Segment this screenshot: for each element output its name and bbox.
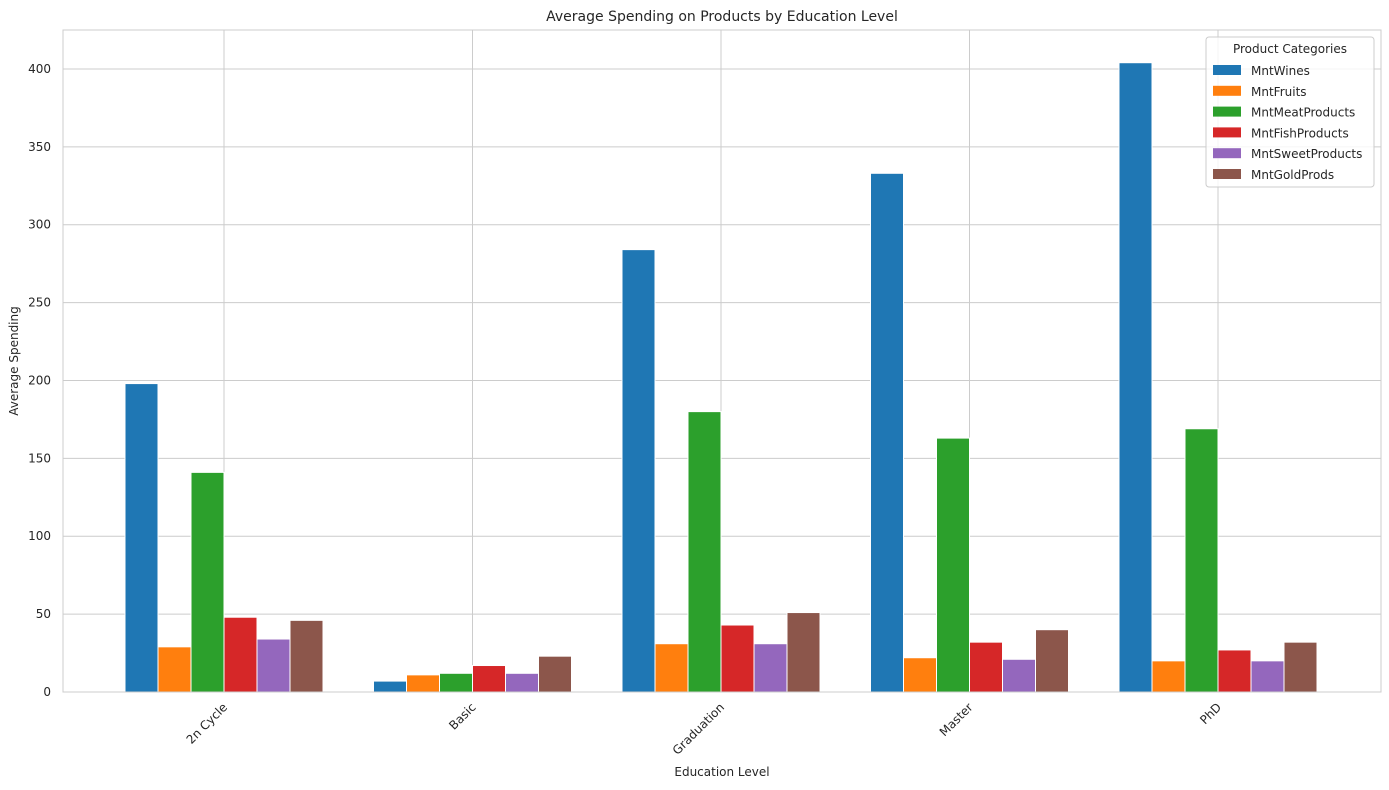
legend-label: MntFruits — [1251, 85, 1307, 99]
y-tick-label: 200 — [28, 373, 51, 387]
bar-MntFruits-Graduation — [654, 643, 689, 693]
y-tick-label: 400 — [28, 62, 51, 76]
bar-MntFruits-2n-Cycle — [157, 646, 192, 693]
bar-MntFishProducts-Basic — [472, 665, 506, 693]
legend-swatch — [1213, 65, 1241, 75]
bar-MntWines-PhD — [1118, 62, 1153, 693]
x-axis-ticks: 2n Cycle Basic Graduation Master PhD — [184, 700, 1225, 757]
legend-swatch — [1213, 148, 1241, 159]
legend-label: MntFishProducts — [1251, 126, 1349, 140]
bar-MntWines-2n-Cycle — [124, 383, 159, 693]
y-tick-label: 50 — [36, 607, 51, 621]
legend-label: MntSweetProducts — [1251, 147, 1362, 161]
bar-MntFruits-Basic — [406, 674, 440, 693]
y-axis-label: Average Spending — [7, 306, 21, 416]
x-tick-label: PhD — [1197, 700, 1224, 727]
y-axis-ticks: 0 50 100 150 200 250 300 350 400 — [28, 62, 51, 699]
plot-area — [63, 30, 1381, 692]
bar-MntGoldProds-PhD — [1283, 641, 1318, 693]
y-tick-label: 150 — [28, 451, 51, 465]
y-tick-label: 350 — [28, 140, 51, 154]
y-tick-label: 0 — [43, 685, 51, 699]
x-tick-label: Graduation — [670, 700, 727, 757]
legend-label: MntMeatProducts — [1251, 106, 1355, 120]
bar-MntSweetProducts-2n-Cycle — [256, 638, 291, 693]
bar-MntWines-Master — [870, 172, 904, 693]
legend-label: MntGoldProds — [1251, 168, 1334, 182]
bar-MntFishProducts-PhD — [1217, 649, 1252, 693]
bar-MntGoldProds-Master — [1035, 629, 1069, 693]
y-tick-label: 300 — [28, 218, 51, 232]
x-tick-label: 2n Cycle — [184, 700, 231, 747]
bar-MntFishProducts-2n-Cycle — [223, 616, 258, 693]
y-tick-label: 100 — [28, 529, 51, 543]
bar-MntFruits-Master — [903, 657, 937, 693]
bar-MntWines-Graduation — [621, 249, 656, 693]
legend-items: MntWines MntFruits MntMeatProducts MntFishP… — [1213, 64, 1362, 182]
x-tick-label: Basic — [446, 700, 478, 732]
bar-MntSweetProducts-PhD — [1250, 660, 1285, 693]
bar-MntFruits-PhD — [1151, 660, 1186, 693]
bar-MntMeatProducts-2n-Cycle — [190, 471, 225, 693]
bar-MntMeatProducts-Master — [936, 437, 970, 693]
bar-MntMeatProducts-Basic — [439, 672, 473, 693]
bar-MntSweetProducts-Basic — [505, 672, 539, 693]
bar-MntGoldProds-Graduation — [786, 612, 821, 693]
bar-MntGoldProds-2n-Cycle — [289, 619, 324, 693]
bar-MntMeatProducts-Graduation — [687, 411, 722, 693]
bars — [124, 62, 1318, 693]
legend-swatch — [1213, 127, 1241, 138]
y-tick-label: 250 — [28, 296, 51, 310]
chart-title: Average Spending on Products by Educatio… — [546, 9, 898, 25]
bar-MntSweetProducts-Graduation — [753, 643, 788, 693]
bar-MntWines-Basic — [373, 680, 407, 693]
bar-MntSweetProducts-Master — [1002, 658, 1036, 693]
bar-MntFishProducts-Graduation — [720, 624, 755, 693]
legend-swatch — [1213, 106, 1241, 117]
x-tick-label: Master — [937, 700, 976, 739]
bar-MntGoldProds-Basic — [538, 655, 572, 693]
legend-title: Product Categories — [1233, 42, 1347, 56]
plot-frame — [62, 29, 1382, 693]
bar-MntMeatProducts-PhD — [1184, 428, 1219, 693]
x-axis-label: Education Level — [674, 765, 769, 779]
bar-MntFishProducts-Master — [969, 641, 1003, 693]
legend-label: MntWines — [1251, 64, 1310, 78]
legend-box — [1205, 36, 1375, 188]
legend-swatch — [1213, 169, 1241, 179]
legend-swatch — [1213, 85, 1241, 96]
legend: Product Categories MntWines MntFruits MntM… — [1205, 36, 1375, 188]
